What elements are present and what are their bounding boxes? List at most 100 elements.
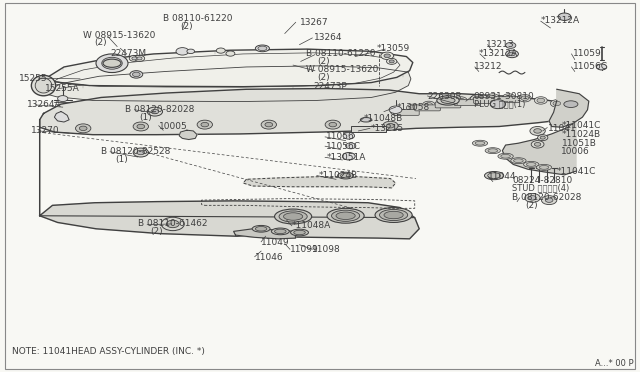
Text: *11024B: *11024B [319,171,358,180]
Circle shape [187,49,195,54]
Circle shape [201,122,209,127]
Circle shape [529,196,536,200]
Circle shape [425,103,433,107]
Ellipse shape [336,212,355,219]
Text: (2): (2) [150,227,163,236]
Circle shape [102,57,122,69]
Text: 11056C: 11056C [573,62,608,71]
Ellipse shape [255,45,269,52]
Text: *13059: *13059 [376,44,410,53]
Circle shape [454,97,467,104]
Ellipse shape [485,148,500,154]
Circle shape [265,122,273,127]
Ellipse shape [294,230,305,235]
Text: 11046: 11046 [255,253,284,262]
Ellipse shape [327,208,364,223]
Text: A...* 00 P: A...* 00 P [595,359,634,368]
Circle shape [389,106,402,113]
Circle shape [525,193,540,202]
Text: 11099: 11099 [290,245,319,254]
Circle shape [596,64,607,70]
FancyBboxPatch shape [394,109,419,115]
Circle shape [537,98,545,103]
Polygon shape [40,49,413,87]
Text: *13212A: *13212A [479,49,518,58]
Text: 11059: 11059 [573,49,602,58]
Ellipse shape [540,166,548,169]
Circle shape [329,122,337,127]
Text: 10005: 10005 [159,122,188,131]
Text: 13264A: 13264A [27,100,61,109]
Ellipse shape [488,173,500,179]
Ellipse shape [472,140,488,146]
Text: 11049: 11049 [261,238,290,247]
Ellipse shape [375,208,412,222]
Text: W 08915-13620: W 08915-13620 [306,65,378,74]
Text: W 08915-13620: W 08915-13620 [83,31,156,40]
Ellipse shape [498,153,513,159]
Text: 13213: 13213 [486,40,515,49]
Circle shape [147,107,163,116]
Circle shape [261,120,276,129]
Text: 13267: 13267 [300,18,328,27]
Text: 22473P: 22473P [314,82,348,91]
Text: (2): (2) [525,201,538,210]
Ellipse shape [380,209,408,221]
Circle shape [325,120,340,129]
Polygon shape [234,229,296,239]
Ellipse shape [332,210,360,221]
Text: (2): (2) [95,38,108,47]
Ellipse shape [291,229,308,236]
Circle shape [134,55,145,61]
Circle shape [457,98,465,103]
Circle shape [521,96,529,100]
Circle shape [197,120,212,129]
Text: (2): (2) [317,57,330,66]
Circle shape [505,95,513,100]
Circle shape [216,48,225,53]
Text: (1): (1) [115,155,128,164]
Ellipse shape [275,229,286,234]
Text: B 08120-82028: B 08120-82028 [125,105,194,114]
Text: 22473M: 22473M [111,49,147,58]
Circle shape [176,48,189,55]
Ellipse shape [475,141,485,145]
Circle shape [132,57,137,60]
Circle shape [530,126,545,135]
Ellipse shape [536,164,552,170]
Circle shape [384,54,390,58]
Circle shape [441,100,449,104]
Circle shape [473,96,481,101]
Text: B 08110-61462: B 08110-61462 [138,219,207,228]
Circle shape [490,100,506,109]
Ellipse shape [31,75,56,96]
Text: PLUG プラグ(1): PLUG プラグ(1) [474,100,525,109]
Ellipse shape [484,171,504,180]
Circle shape [342,153,355,160]
Text: *13051A: *13051A [326,153,366,162]
Circle shape [151,109,159,114]
Circle shape [137,124,145,129]
FancyBboxPatch shape [415,105,440,111]
Text: NOTE: 11041HEAD ASSY-CYLINDER (INC. *): NOTE: 11041HEAD ASSY-CYLINDER (INC. *) [12,347,204,356]
Ellipse shape [500,154,511,158]
Circle shape [390,108,403,115]
Ellipse shape [514,159,524,163]
Ellipse shape [441,97,455,103]
Text: *11041C: *11041C [557,167,596,176]
Text: 15255: 15255 [19,74,48,83]
Text: *13058: *13058 [397,103,430,112]
Text: *13215: *13215 [371,124,404,133]
Circle shape [506,50,518,58]
Circle shape [518,94,531,102]
Text: 13212: 13212 [474,62,502,71]
Polygon shape [502,105,579,175]
Circle shape [558,13,571,20]
Circle shape [137,150,145,155]
Polygon shape [243,177,396,188]
Ellipse shape [488,149,498,153]
Ellipse shape [384,211,403,219]
Circle shape [509,52,515,56]
Polygon shape [40,120,419,239]
Ellipse shape [271,228,289,235]
